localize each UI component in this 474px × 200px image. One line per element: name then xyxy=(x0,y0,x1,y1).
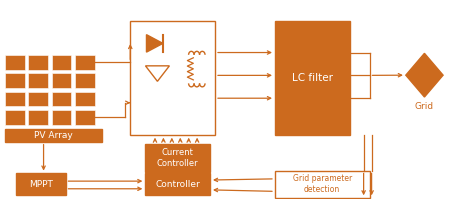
FancyBboxPatch shape xyxy=(28,92,48,106)
FancyBboxPatch shape xyxy=(5,92,25,106)
FancyBboxPatch shape xyxy=(16,173,65,195)
FancyBboxPatch shape xyxy=(5,110,25,125)
FancyBboxPatch shape xyxy=(28,55,48,70)
FancyBboxPatch shape xyxy=(75,73,95,88)
FancyBboxPatch shape xyxy=(75,55,95,70)
FancyBboxPatch shape xyxy=(5,73,25,88)
FancyBboxPatch shape xyxy=(28,110,48,125)
FancyBboxPatch shape xyxy=(52,73,72,88)
Text: Controller: Controller xyxy=(155,180,200,189)
FancyBboxPatch shape xyxy=(28,73,48,88)
FancyBboxPatch shape xyxy=(52,92,72,106)
Text: Current
Controller: Current Controller xyxy=(157,148,199,168)
FancyBboxPatch shape xyxy=(75,92,95,106)
FancyBboxPatch shape xyxy=(52,55,72,70)
Text: MPPT: MPPT xyxy=(28,180,53,189)
FancyBboxPatch shape xyxy=(130,21,215,135)
Text: LC filter: LC filter xyxy=(292,73,333,83)
FancyBboxPatch shape xyxy=(75,110,95,125)
FancyBboxPatch shape xyxy=(275,21,350,135)
Polygon shape xyxy=(146,35,163,52)
Polygon shape xyxy=(406,53,443,97)
Text: PV Array: PV Array xyxy=(34,131,73,140)
FancyBboxPatch shape xyxy=(5,129,102,142)
FancyBboxPatch shape xyxy=(145,173,210,195)
FancyBboxPatch shape xyxy=(52,110,72,125)
Text: Grid: Grid xyxy=(415,102,434,111)
FancyBboxPatch shape xyxy=(5,55,25,70)
Text: Grid parameter
detection: Grid parameter detection xyxy=(292,174,352,194)
FancyBboxPatch shape xyxy=(275,171,370,198)
FancyBboxPatch shape xyxy=(145,144,210,171)
